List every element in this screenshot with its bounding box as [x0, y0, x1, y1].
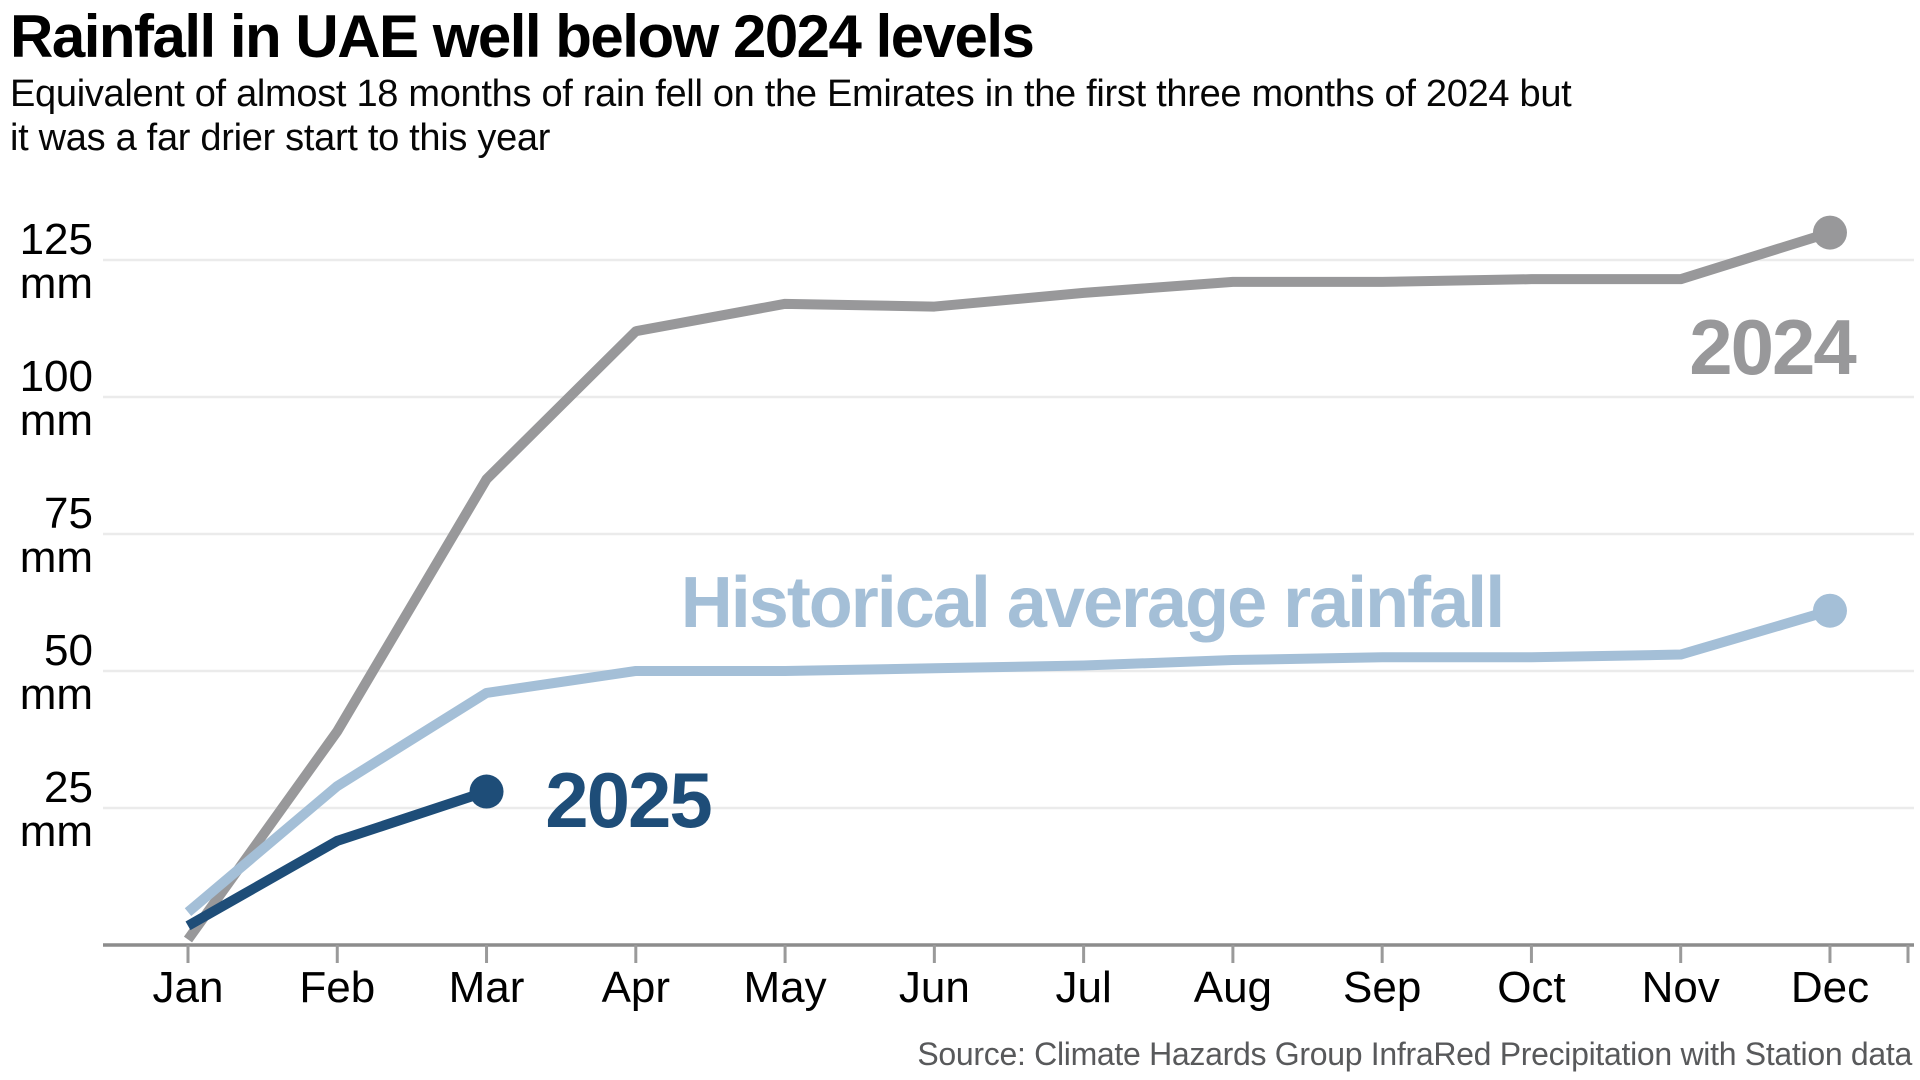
y-label-100mm-unit: mm [20, 396, 93, 445]
series-line-2024 [183, 227, 1832, 943]
chart-area: 25 mm 50 mm 75 mm 100 mm 125 mm Jan Feb Mar Apr May Jun… [0, 170, 1920, 1040]
series-endpoint-2024 [1812, 215, 1847, 250]
subtitle: Equivalent of almost 18 months of rain f… [10, 72, 1572, 160]
subtitle-line-1: Equivalent of almost 18 months of rain f… [10, 73, 1572, 115]
x-label-dec: Dec [1791, 963, 1869, 1012]
y-label-25mm-unit: mm [20, 807, 93, 856]
y-label-100mm: 100 [20, 352, 93, 401]
x-label-jul: Jul [1055, 963, 1111, 1012]
y-label-50mm: 50 [44, 626, 93, 675]
x-label-oct: Oct [1497, 963, 1565, 1012]
x-label-aug: Aug [1194, 963, 1272, 1012]
x-label-apr: Apr [602, 963, 670, 1012]
y-label-125mm: 125 [20, 215, 93, 264]
subtitle-line-2: it was a far drier start to this year [10, 117, 551, 160]
series-label-historical-average-rainfall: Historical average rainfall [681, 563, 1503, 643]
x-label-feb: Feb [299, 963, 375, 1012]
series-endpoint-historical-average-rainfall [1812, 593, 1847, 628]
series-endpoint-2025 [469, 774, 504, 809]
x-label-jan: Jan [153, 963, 224, 1012]
x-label-may: May [744, 963, 827, 1012]
y-label-125mm-unit: mm [20, 259, 93, 308]
x-label-sep: Sep [1343, 963, 1421, 1012]
source-note: Source: Climate Hazards Group InfraRed P… [917, 1036, 1912, 1072]
series-label-2025: 2025 [545, 756, 711, 844]
y-label-25mm: 25 [44, 763, 93, 812]
series-label-2024: 2024 [1689, 303, 1856, 391]
page-title: Rainfall in UAE well below 2024 levels [10, 3, 1035, 70]
y-label-75mm: 75 [44, 489, 93, 538]
series-line-historical-average-rainfall [184, 605, 1832, 916]
x-label-jun: Jun [899, 963, 970, 1012]
series-line-2025 [185, 786, 489, 931]
x-label-nov: Nov [1642, 963, 1720, 1012]
y-label-50mm-unit: mm [20, 670, 93, 719]
y-label-75mm-unit: mm [20, 533, 93, 582]
x-label-mar: Mar [449, 963, 525, 1012]
